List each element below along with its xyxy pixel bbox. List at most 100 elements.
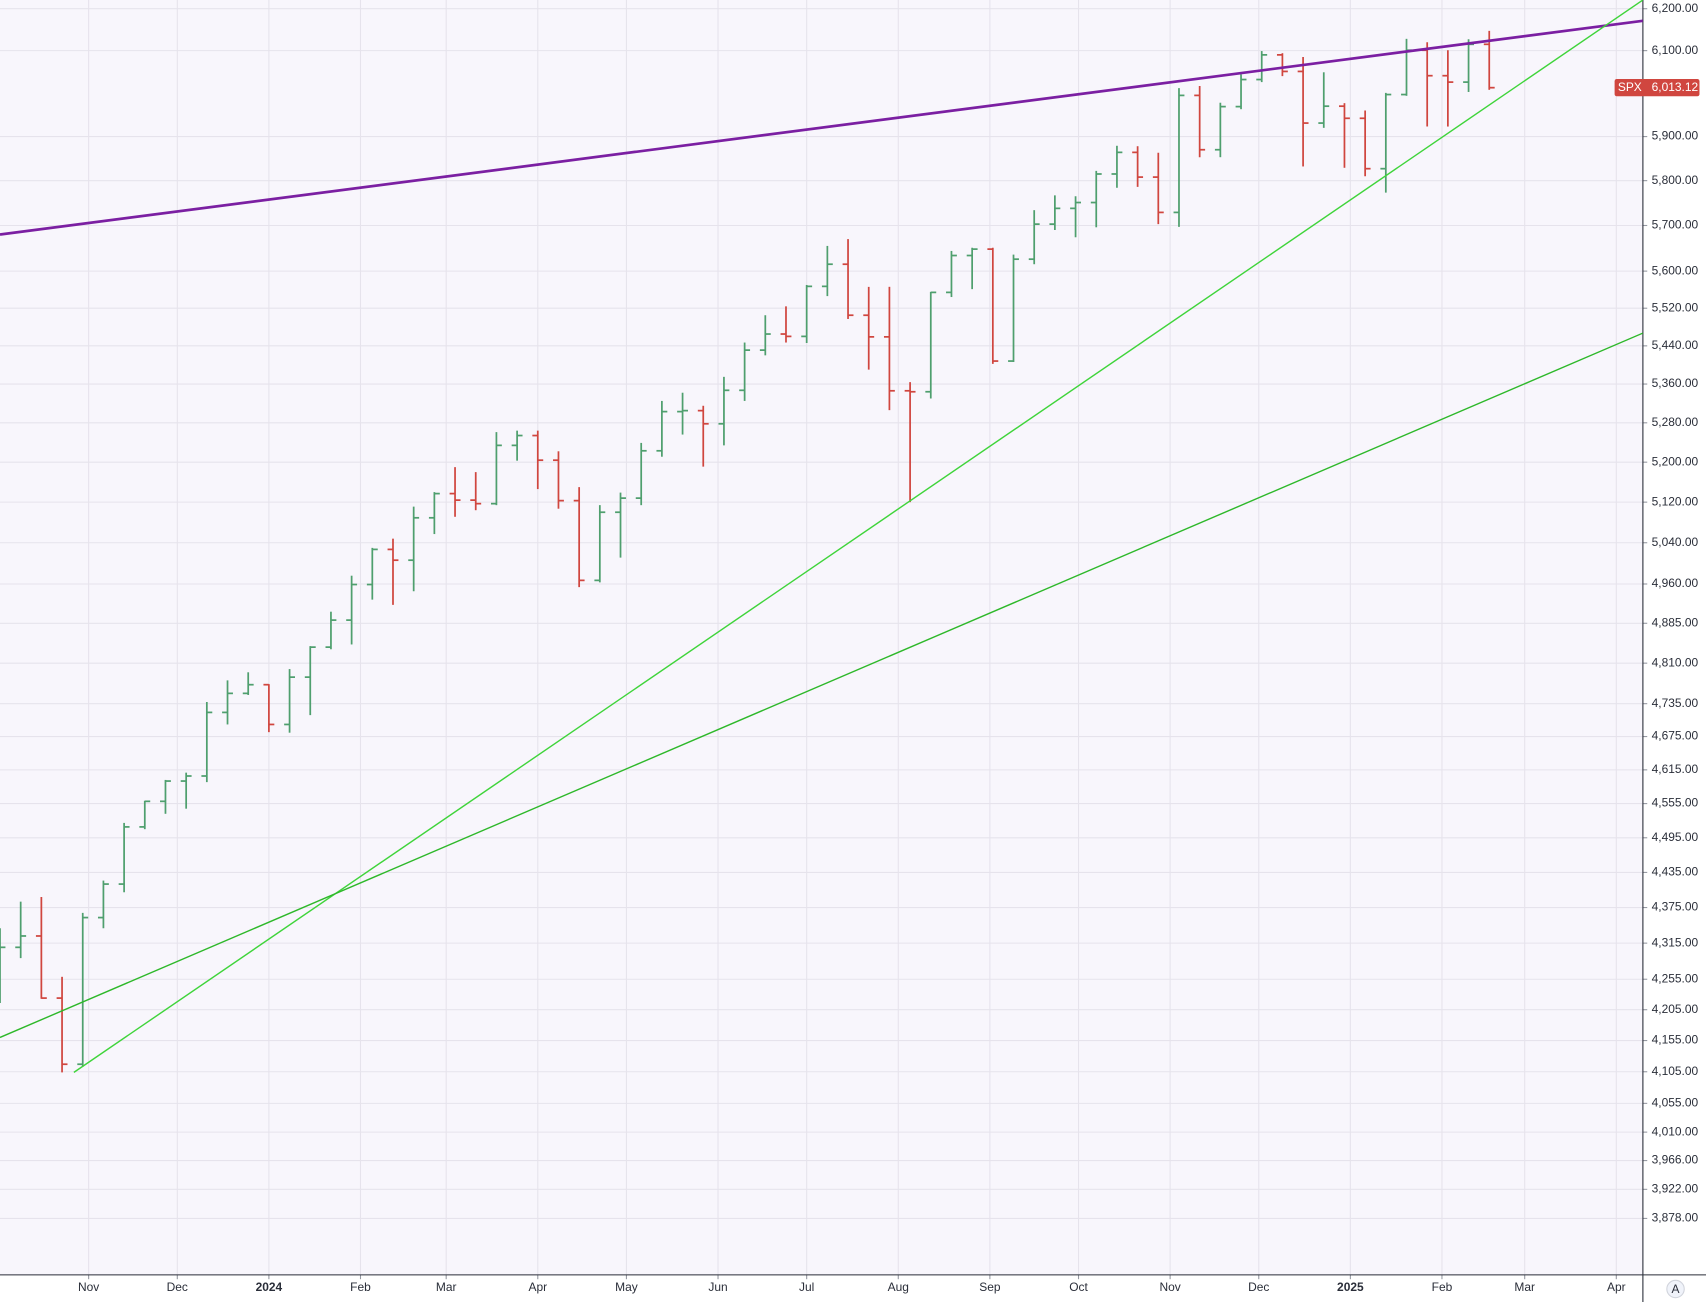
x-tick-label: Feb [1432,1280,1453,1294]
y-tick-label: 4,255.00 [1652,971,1699,985]
auto-scale-circle[interactable] [1666,1279,1685,1299]
ohlc-bar [1256,51,1268,83]
y-tick-label: 4,375.00 [1652,900,1699,914]
ohlc-bar [201,702,213,783]
x-tick-label: Nov [78,1280,99,1294]
ohlc-bar [511,430,523,461]
ohlc-bar [1132,146,1144,187]
y-tick-label: 4,615.00 [1652,762,1699,776]
ohlc-bar [759,315,771,356]
ohlc-bar [1442,50,1454,127]
ohlc-bar [284,669,296,733]
ohlc-bar [1049,195,1061,231]
y-tick-label: 5,700.00 [1652,218,1699,232]
ohlc-bar [842,239,854,319]
ohlc-bar [346,575,358,645]
ohlc-bar [925,291,937,399]
y-tick-label: 4,495.00 [1652,830,1699,844]
ohlc-bar [160,779,171,814]
auto-scale-label[interactable]: A [1672,1282,1680,1296]
x-tick-label: Dec [1248,1280,1269,1294]
y-tick-label: 4,105.00 [1652,1064,1699,1078]
ohlc-bar [1276,53,1288,77]
ohlc-bar [180,772,192,809]
x-tick-label: Aug [888,1280,909,1294]
y-tick-label: 4,205.00 [1652,1002,1699,1016]
y-tick-label: 4,315.00 [1652,935,1699,949]
y-tick-label: 4,735.00 [1652,696,1699,710]
ohlc-bar [1359,110,1371,177]
ohlc-bar [118,822,130,893]
trendline [0,19,1643,236]
y-tick-label: 5,800.00 [1652,173,1699,187]
x-tick-label: Mar [436,1280,457,1294]
ohlc-bar [449,467,461,517]
ohlc-bar [222,680,233,725]
plot-background [0,0,1643,1275]
ohlc-bar [139,800,151,830]
y-tick-label: 4,885.00 [1652,615,1699,629]
auto-scale-button[interactable]: A [1666,1279,1685,1299]
ohlc-bar [1297,56,1309,167]
ohlc-bar [56,976,68,1073]
y-tick-label: 4,155.00 [1652,1033,1699,1047]
trendlines [0,0,1643,1073]
y-tick-label: 6,100.00 [1652,43,1699,57]
ohlc-bar [304,646,316,716]
y-tick-label: 5,360.00 [1652,376,1699,390]
x-tick-label: Apr [1607,1280,1626,1294]
ohlc-bar [718,376,730,446]
ohlc-bar [1152,152,1164,225]
ohlc-bar [1214,102,1226,158]
x-tick-label: Feb [350,1280,371,1294]
ohlc-bar [242,672,254,695]
ohlc-bar [780,306,792,343]
ohlc-bar [573,487,585,588]
ohlc-bar [863,286,875,370]
y-tick-label: 4,555.00 [1652,796,1699,810]
x-tick-label: 2024 [256,1280,283,1294]
last-price-label: 6,013.12 [1652,80,1699,94]
x-tick-label: Nov [1159,1280,1180,1294]
y-tick-label: 5,280.00 [1652,415,1699,429]
y-tick-label: 5,440.00 [1652,338,1699,352]
ohlc-bar [532,430,544,490]
ohlc-bar [0,928,6,1003]
ohlc-bar [1111,145,1123,188]
ohlc-bar [1028,210,1040,265]
ohlc-bar [77,912,89,1067]
y-tick-label: 5,600.00 [1652,263,1699,277]
y-tick-label: 5,120.00 [1652,494,1699,508]
ohlc-bar [821,245,833,297]
ohlc-bar [35,896,47,999]
y-tick-label: 5,040.00 [1652,535,1699,549]
y-tick-label: 3,922.00 [1652,1182,1699,1196]
x-tick-label: Apr [528,1280,547,1294]
ohlc-bar [904,382,916,503]
y-tick-label: 5,520.00 [1652,300,1699,314]
y-tick-label: 4,055.00 [1652,1096,1699,1110]
ohlc-bar [1318,72,1330,128]
x-tick-label: Dec [167,1280,188,1294]
y-tick-label: 5,900.00 [1652,129,1699,143]
trendline [0,332,1643,1039]
grid [0,0,1643,1275]
y-tick-label: 4,435.00 [1652,865,1699,879]
ohlc-bar [946,250,957,298]
ohlc-bar [739,342,751,401]
ohlc-bar [1070,196,1082,238]
last-price-tag: SPX 6,013.12 [1614,78,1700,97]
x-tick-label: Jul [799,1280,814,1294]
last-price-symbol: SPX [1618,80,1642,94]
ohlc-bar [553,451,564,509]
y-tick-label: 3,966.00 [1652,1153,1699,1167]
x-tick-label: 2025 [1337,1280,1364,1294]
ohlc-bar [883,286,895,411]
x-tick-label: May [615,1280,638,1294]
x-tick-label: Sep [979,1280,1001,1294]
ohlc-bar [635,442,647,506]
y-tick-label: 4,010.00 [1652,1124,1699,1138]
x-tick-label: Jun [708,1280,727,1294]
